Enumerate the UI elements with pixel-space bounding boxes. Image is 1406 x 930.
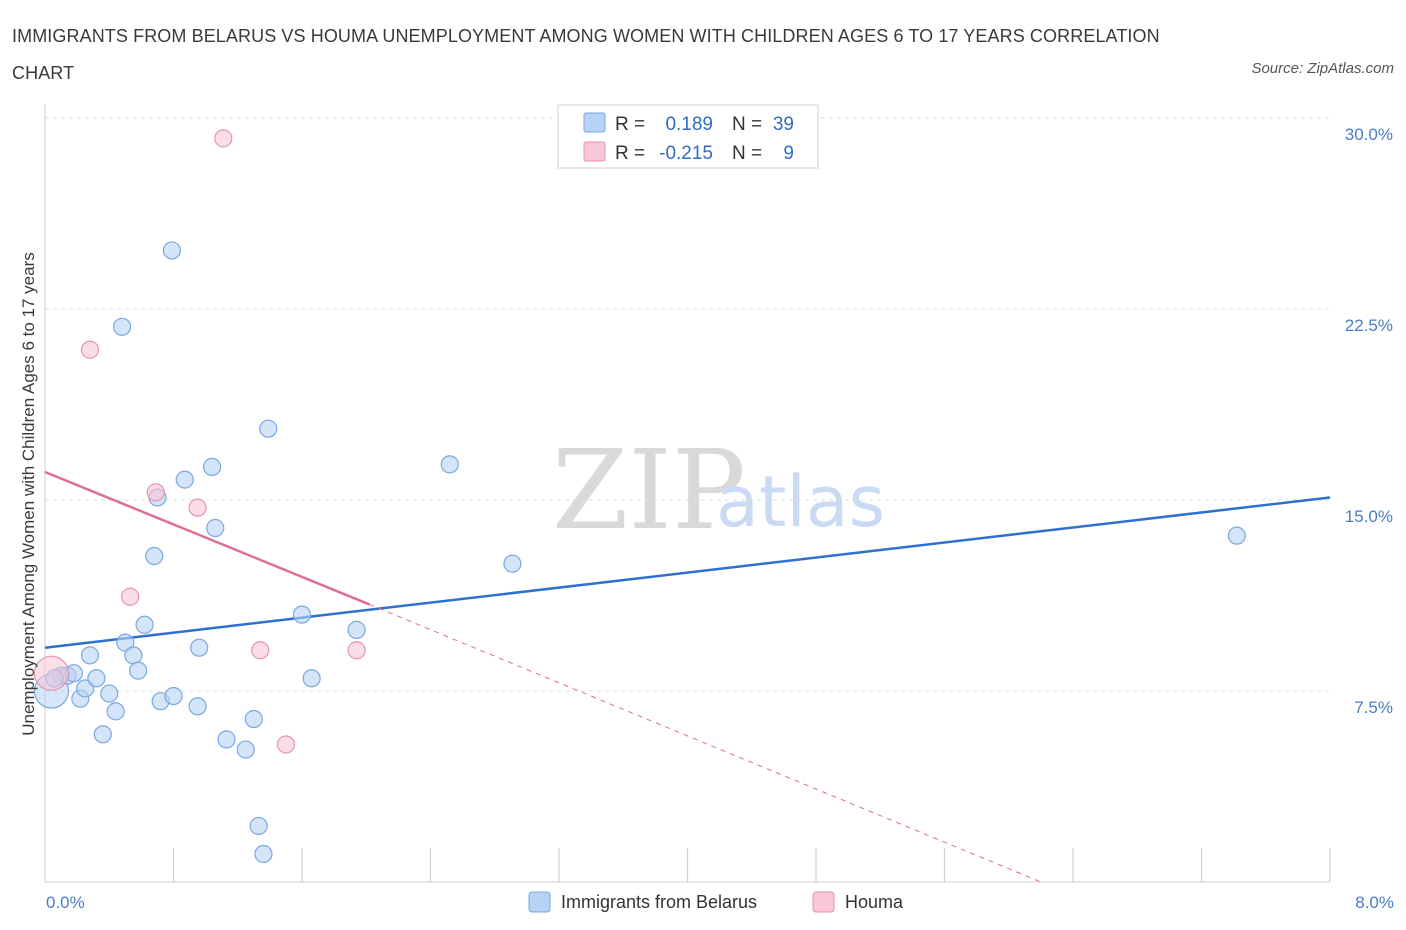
- legend-n-label-houma: N =: [732, 143, 762, 164]
- y-axis-label: Unemployment Among Women with Children A…: [19, 252, 38, 736]
- watermark-atlas: atlas: [716, 461, 885, 543]
- point-belarus-27: [249, 816, 268, 836]
- point-belarus-12: [124, 646, 143, 665]
- y-tick-labels: 7.5% 15.0% 22.5% 30.0%: [1345, 125, 1393, 717]
- point-belarus-33: [440, 455, 459, 474]
- point-houma-8: [347, 641, 366, 660]
- axes: [44, 104, 1331, 883]
- point-belarus-15: [145, 546, 164, 566]
- chart-title: IMMIGRANTS FROM BELARUS VS HOUMA UNEMPLO…: [12, 26, 1160, 83]
- legend-r-label-belarus: R =: [615, 114, 645, 135]
- point-belarus-25: [236, 740, 255, 759]
- point-belarus-26: [244, 709, 263, 729]
- legend-r-value-belarus: 0.189: [665, 114, 713, 135]
- trend-line-belarus: [44, 496, 1331, 649]
- legend-swatch-belarus: [583, 112, 606, 133]
- point-belarus-18: [164, 686, 183, 706]
- legend-n-label-belarus: N =: [732, 114, 762, 135]
- point-belarus-21: [190, 638, 209, 657]
- trend-line-houma-extension: [369, 603, 1042, 883]
- y-tick-label-3: 30.0%: [1345, 125, 1393, 144]
- point-houma-1: [80, 340, 100, 359]
- point-belarus-30: [292, 605, 312, 624]
- point-belarus-34: [503, 554, 522, 573]
- data-points: [33, 129, 1246, 864]
- grid-lines: [45, 117, 1330, 692]
- point-belarus-7: [87, 669, 106, 688]
- series-legend: Immigrants from Belarus Houma: [528, 891, 904, 913]
- point-belarus-29: [259, 419, 278, 438]
- legend-r-label-houma: R =: [615, 143, 645, 164]
- point-belarus-37: [1227, 526, 1246, 545]
- y-tick-label-2: 22.5%: [1345, 316, 1393, 335]
- point-houma-5: [214, 129, 233, 148]
- point-belarus-35: [162, 241, 181, 260]
- point-houma-0: [33, 655, 70, 691]
- legend-n-value-belarus: 39: [773, 114, 794, 135]
- point-belarus-28: [254, 844, 273, 864]
- point-belarus-24: [217, 730, 236, 749]
- point-houma-2: [121, 587, 140, 606]
- y-tick-label-0: 7.5%: [1354, 698, 1393, 717]
- x-tick-min: 0.0%: [46, 893, 85, 912]
- bottom-legend-label-belarus: Immigrants from Belarus: [561, 892, 757, 912]
- point-belarus-19: [175, 470, 194, 489]
- point-belarus-14: [135, 615, 154, 634]
- legend-swatch-houma: [583, 141, 606, 162]
- point-houma-3: [146, 483, 165, 502]
- trend-lines: [44, 470, 1331, 883]
- legend-n-value-houma: 9: [783, 143, 794, 164]
- point-belarus-22: [202, 457, 222, 476]
- point-belarus-13: [129, 661, 148, 680]
- y-tick-label-1: 15.0%: [1345, 507, 1393, 526]
- point-belarus-8: [93, 725, 112, 744]
- point-houma-7: [276, 735, 296, 754]
- bottom-legend-swatch-houma: [812, 891, 835, 913]
- source-label: Source: ZipAtlas.com: [1251, 60, 1394, 77]
- point-houma-4: [188, 498, 207, 517]
- point-houma-6: [251, 641, 270, 660]
- point-belarus-9: [100, 684, 119, 703]
- point-belarus-10: [106, 702, 125, 721]
- point-belarus-31: [302, 669, 321, 688]
- point-belarus-5: [76, 679, 95, 698]
- point-belarus-32: [347, 620, 366, 639]
- correlation-legend: R = 0.189 N = 39 R = -0.215 N = 9: [557, 104, 819, 169]
- point-belarus-6: [80, 646, 100, 665]
- legend-r-value-houma: -0.215: [659, 143, 713, 164]
- watermark-zip: ZIP: [552, 426, 746, 554]
- trend-line-houma: [44, 470, 370, 606]
- x-tick-max: 8.0%: [1355, 893, 1394, 912]
- point-belarus-23: [206, 518, 225, 538]
- point-belarus-36: [112, 317, 132, 336]
- bottom-legend-label-houma: Houma: [845, 892, 904, 912]
- point-belarus-20: [188, 697, 207, 716]
- bottom-legend-swatch-belarus: [528, 891, 551, 913]
